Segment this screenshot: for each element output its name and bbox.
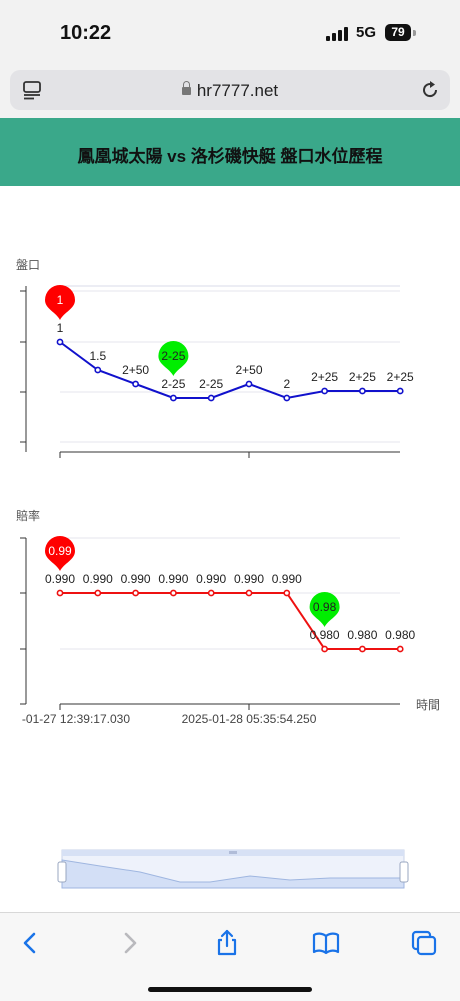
network-label: 5G — [356, 24, 377, 41]
odds-point — [169, 589, 177, 597]
status-bar: 10:22 5G 79 — [0, 0, 460, 64]
odds-point — [207, 589, 215, 597]
handicap-point — [56, 338, 64, 346]
handicap-data-label: 2+50 — [122, 363, 149, 377]
zoom-slider-start-handle[interactable] — [57, 861, 67, 883]
handicap-point — [358, 387, 366, 395]
handicap-data-label: 2-25 — [199, 377, 223, 391]
page-title: 鳳凰城太陽 vs 洛杉磯快艇 盤口水位歷程 — [77, 147, 383, 166]
tabs-icon[interactable] — [410, 929, 438, 957]
battery-icon: 79 — [385, 24, 411, 41]
handicap-line — [59, 341, 401, 400]
handicap-point — [207, 394, 215, 402]
odds-point — [396, 645, 404, 653]
handicap-point — [94, 366, 102, 374]
handicap-chart: 盤口 1 1.5 2+50 2-25 2-25 2+50 2 2+25 2+25 2+25 1 2-2… — [16, 258, 414, 458]
handicap-series: 1 1.5 2+50 2-25 2-25 2+50 2 2+25 2+25 2+25 1 2-25 — [45, 285, 414, 402]
handicap-data-label: 2+50 — [235, 363, 262, 377]
signal-icon — [326, 27, 350, 41]
odds-data-label: 0.980 — [385, 628, 415, 642]
odds-data-label: 0.990 — [196, 572, 226, 586]
odds-point — [132, 589, 139, 597]
odds-point — [321, 645, 328, 653]
odds-x-axis-label: 時間 — [416, 698, 440, 712]
lock-icon — [181, 81, 191, 95]
odds-max-marker-label: 0.99 — [48, 544, 72, 558]
address-bar[interactable]: hr7777.net — [10, 70, 450, 110]
handicap-point — [396, 387, 404, 395]
odds-point — [283, 589, 291, 597]
status-time: 10:22 — [60, 22, 112, 44]
odds-min-marker — [309, 592, 340, 627]
battery-tip — [413, 30, 416, 36]
reload-icon[interactable] — [420, 80, 440, 100]
handicap-data-label: 2+25 — [387, 370, 414, 384]
zoom-slider-grip[interactable] — [229, 851, 237, 854]
browser-bottom-toolbar — [0, 912, 460, 1001]
x-tick-label: 2025-01-28 05:35:54.250 — [182, 712, 317, 726]
odds-y-axis-label: 賠率 — [16, 508, 40, 523]
handicap-max-marker-label: 1 — [57, 293, 64, 307]
url-text: hr7777.net — [196, 81, 279, 100]
zoom-slider-end-handle[interactable] — [399, 861, 409, 883]
odds-data-label: 0.990 — [158, 572, 188, 586]
handicap-data-label: 2+25 — [311, 370, 338, 384]
back-icon[interactable] — [16, 929, 44, 957]
odds-data-label: 0.990 — [272, 572, 302, 586]
odds-point — [245, 589, 253, 597]
reader-icon[interactable] — [22, 80, 42, 100]
odds-data-label: 0.990 — [234, 572, 264, 586]
odds-chart: 賠率 時間 -01-27 12:39:17.030 2025-01-28 05:… — [16, 508, 440, 726]
handicap-point — [132, 380, 139, 388]
handicap-min-marker-label: 2-25 — [161, 349, 185, 363]
handicap-point — [245, 380, 253, 388]
x-tick-label: -01-27 12:39:17.030 — [22, 712, 130, 726]
url-display[interactable]: hr7777.net — [10, 81, 450, 101]
odds-data-label: 0.990 — [45, 572, 75, 586]
odds-min-marker-label: 0.98 — [313, 600, 337, 614]
handicap-data-label: 2 — [283, 377, 290, 391]
odds-data-label: 0.990 — [121, 572, 151, 586]
forward-icon[interactable] — [116, 929, 144, 957]
handicap-data-label: 1.5 — [89, 349, 106, 363]
handicap-data-label: 2-25 — [161, 377, 185, 391]
handicap-point — [321, 387, 328, 395]
odds-point — [358, 645, 366, 653]
browser-toolbar: hr7777.net — [0, 64, 460, 118]
bookmarks-icon[interactable] — [312, 929, 340, 957]
odds-data-label: 0.980 — [310, 628, 340, 642]
odds-history-chart: 盤口 1 1.5 2+50 2-25 2-25 2+50 2 2+25 2+25 2+25 1 2-2… — [16, 258, 440, 889]
odds-data-label: 0.990 — [83, 572, 113, 586]
zoom-slider[interactable] — [57, 849, 409, 889]
handicap-max-marker — [45, 285, 75, 320]
handicap-point — [169, 394, 177, 402]
odds-point — [94, 589, 102, 597]
handicap-data-label: 1 — [57, 321, 64, 335]
home-indicator — [148, 987, 312, 992]
title-banner: 鳳凰城太陽 vs 洛杉磯快艇 盤口水位歷程 — [0, 118, 460, 186]
odds-max-marker — [45, 536, 75, 571]
share-icon[interactable] — [213, 929, 241, 957]
zoom-slider-preview — [61, 859, 405, 889]
odds-data-label: 0.980 — [347, 628, 377, 642]
handicap-point — [283, 394, 291, 402]
odds-point — [56, 589, 64, 597]
handicap-data-label: 2+25 — [349, 370, 376, 384]
odds-series: 0.990 0.990 0.990 0.990 0.990 0.990 0.9900.980… — [45, 536, 416, 653]
odds-line — [60, 592, 401, 650]
handicap-y-axis-label: 盤口 — [16, 258, 40, 272]
handicap-min-marker — [158, 341, 189, 376]
